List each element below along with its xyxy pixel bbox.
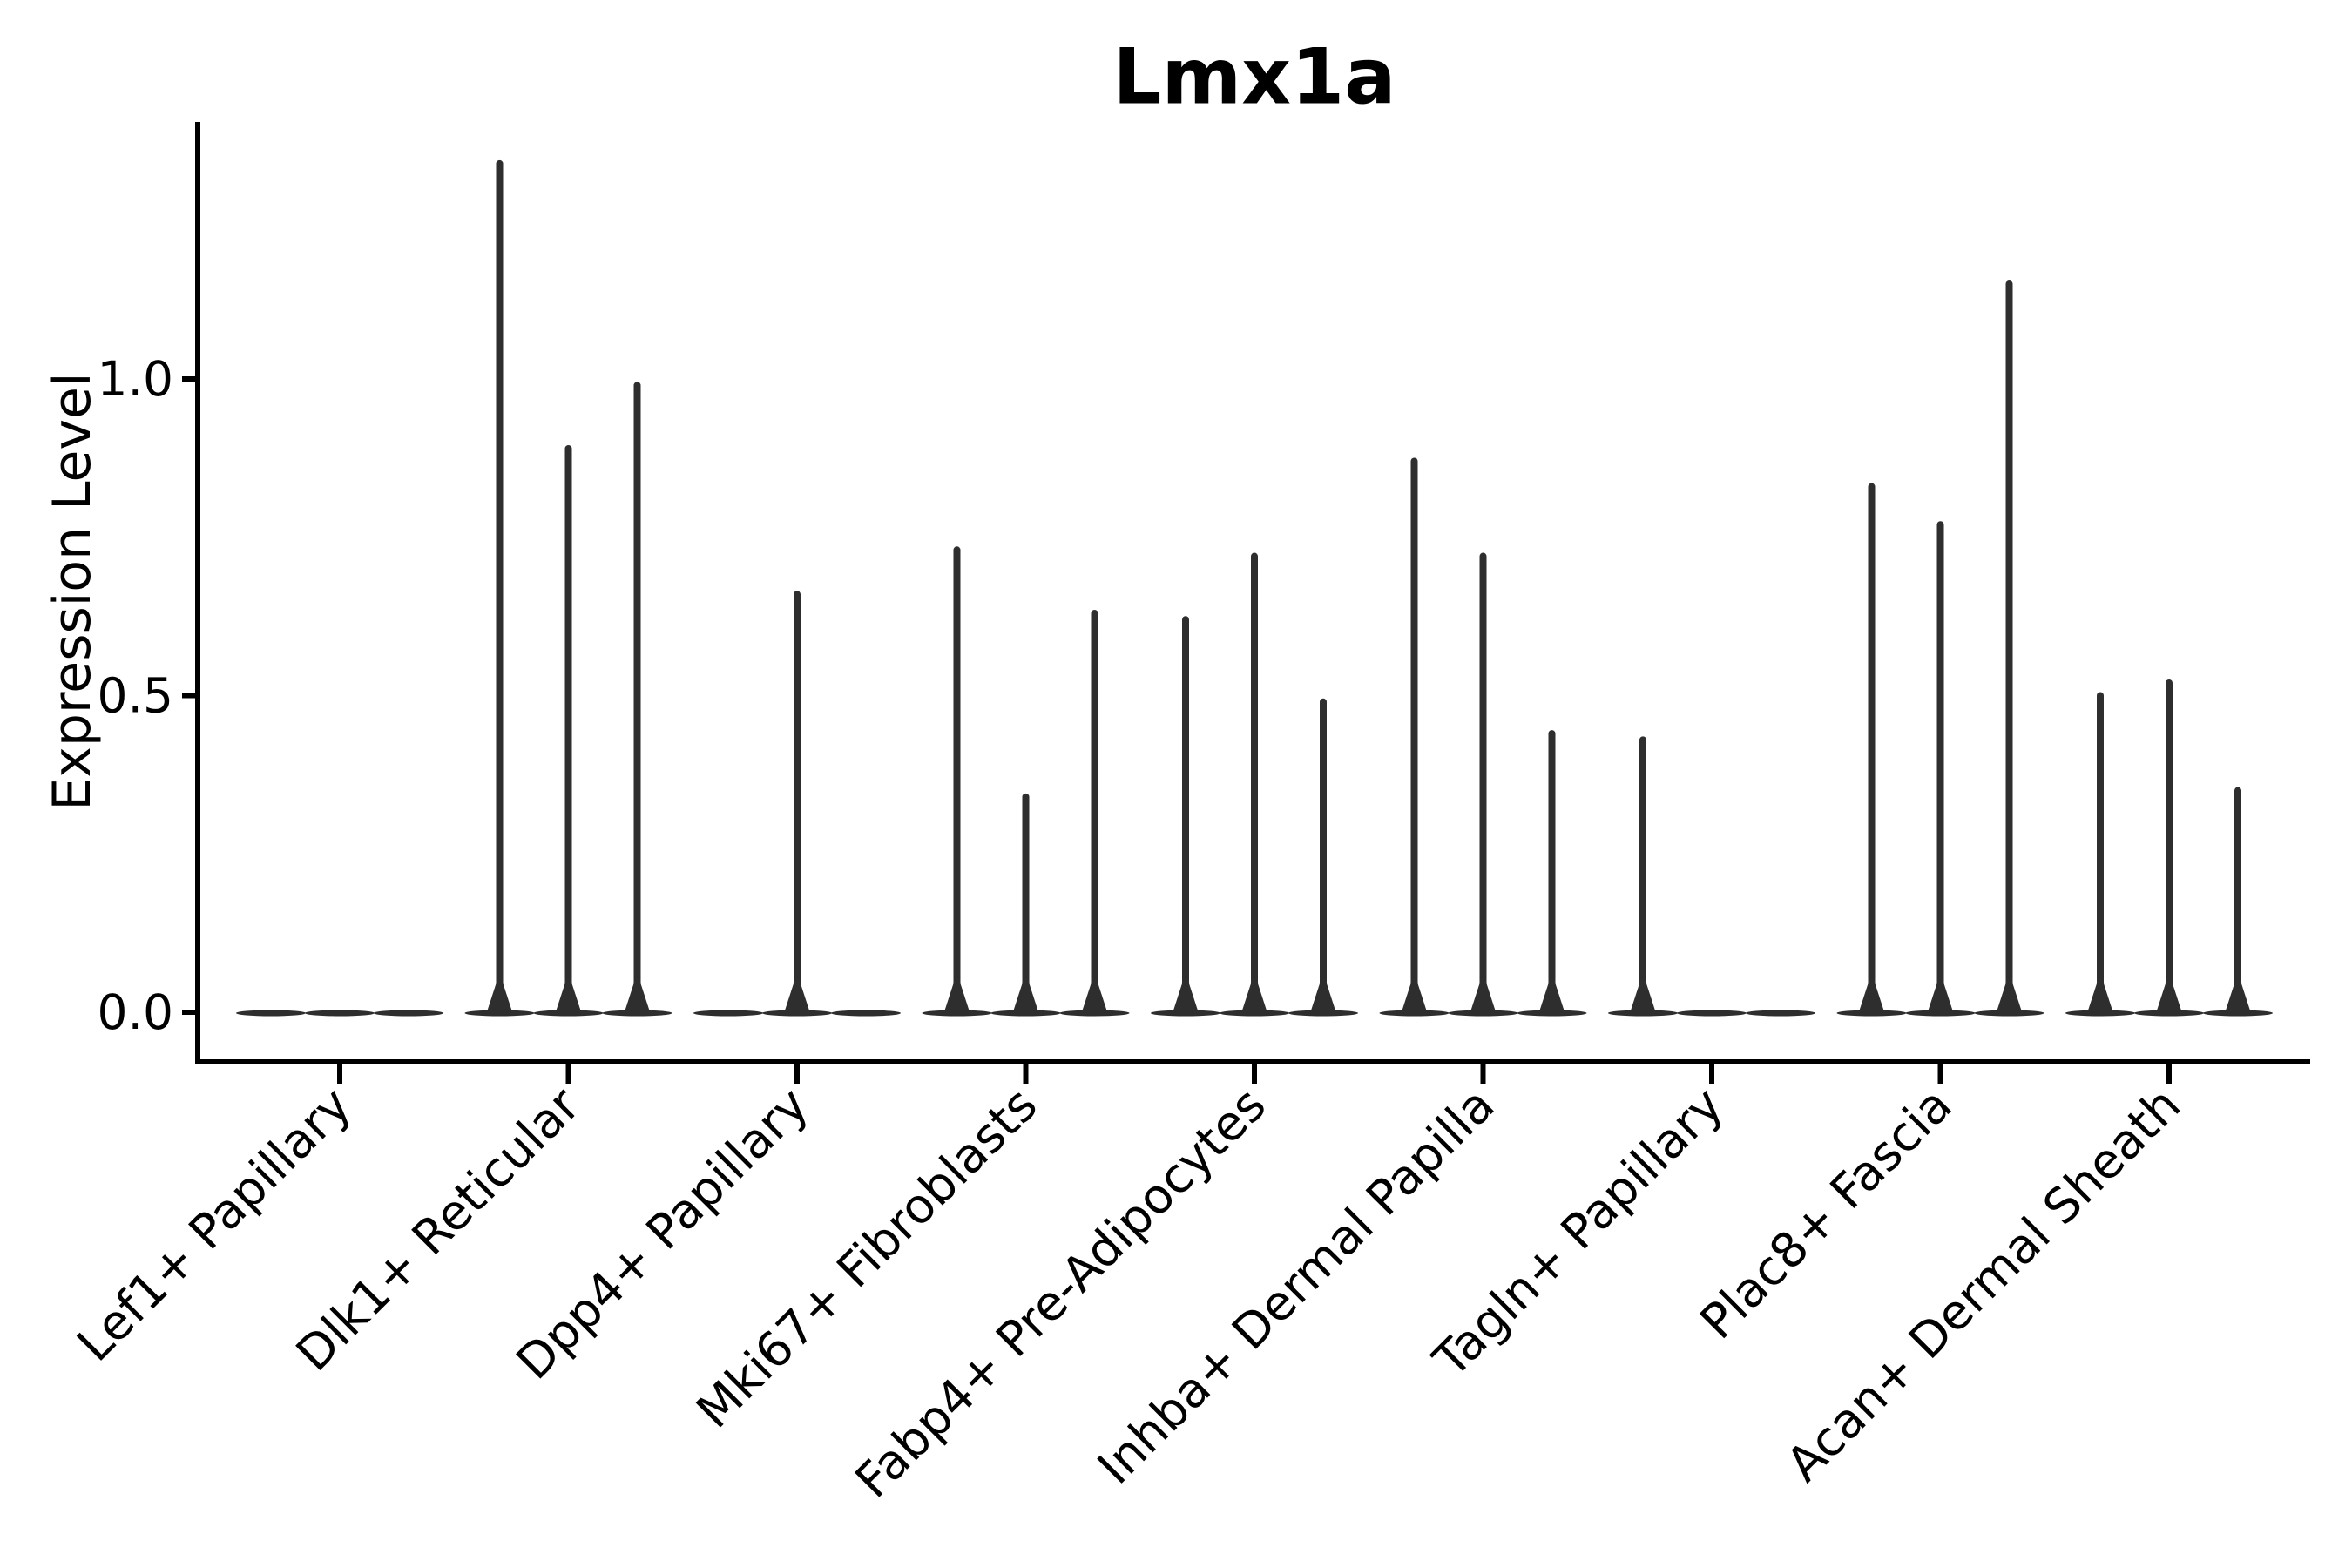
y-axis-label: Expression Level xyxy=(42,372,103,811)
violin-body-3-3 xyxy=(831,1010,901,1017)
x-tick-label: Acan+ Dermal Sheath xyxy=(1775,1077,2191,1492)
violin-body-1-1 xyxy=(236,1010,306,1017)
chart-title: Lmx1a xyxy=(1112,31,1396,122)
x-tick-label: Fabp4+ Pre-Adipocytes xyxy=(844,1077,1276,1509)
violin-body-1-3 xyxy=(374,1010,443,1017)
y-tick-label: 1.0 xyxy=(98,351,173,407)
violin-body-7-2 xyxy=(1677,1010,1747,1017)
y-tick-label: 0.0 xyxy=(98,984,173,1040)
violin-body-7-3 xyxy=(1746,1010,1815,1017)
violin-body-1-2 xyxy=(305,1010,375,1017)
y-tick-label: 0.5 xyxy=(98,668,173,724)
x-tick-label: Inhba+ Dermal Papilla xyxy=(1087,1077,1505,1495)
violin-body-3-1 xyxy=(693,1010,763,1017)
